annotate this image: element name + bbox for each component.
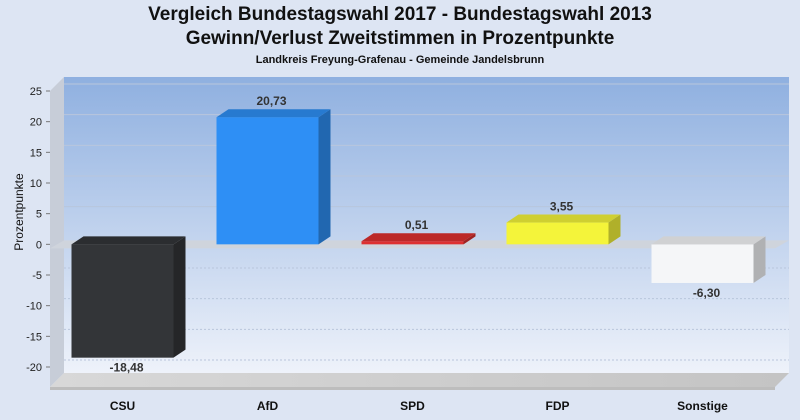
bar-top: [216, 109, 331, 118]
y-tick-label: 10: [30, 178, 42, 190]
bar-side: [463, 233, 476, 245]
bar-top: [506, 214, 621, 223]
y-tick-label: -20: [26, 362, 42, 374]
y-tick-label: 20: [30, 117, 42, 129]
y-tick-label: 0: [36, 239, 42, 251]
y-tick-label: 25: [30, 86, 42, 98]
plot-floor-edge: [50, 387, 775, 390]
x-category-label: SPD: [400, 399, 425, 413]
y-tick-label: -10: [26, 301, 42, 313]
bar-side: [608, 214, 621, 245]
bar-top: [361, 233, 476, 242]
x-category-label: AfD: [257, 399, 279, 413]
bar-afd: [216, 109, 331, 245]
data-label: -6,30: [693, 286, 721, 300]
x-category-label: FDP: [546, 399, 570, 413]
bar-csu: [71, 236, 186, 358]
y-tick-label: 15: [30, 147, 42, 159]
chart-title-line1: Vergleich Bundestagswahl 2017 - Bundesta…: [148, 4, 652, 25]
plot-floor: [50, 373, 789, 387]
bar-top: [651, 236, 766, 245]
bar-side: [318, 109, 331, 245]
bar-fdp: [506, 214, 621, 245]
y-tick-label: -5: [32, 270, 42, 282]
bar-side: [753, 236, 766, 283]
bar-front: [651, 244, 754, 283]
x-category-label: Sonstige: [677, 399, 728, 413]
data-label: 0,51: [405, 218, 429, 232]
bar-front: [506, 222, 609, 245]
bar-spd: [361, 233, 476, 245]
bar-front: [361, 241, 464, 245]
chart-title-line2: Gewinn/Verlust Zweitstimmen in Prozentpu…: [185, 28, 615, 49]
chart-subtitle: Landkreis Freyung-Grafenau - Gemeinde Ja…: [255, 54, 545, 66]
data-label: -18,48: [109, 361, 143, 375]
data-label: 3,55: [550, 200, 574, 214]
data-label: 20,73: [256, 94, 286, 108]
bar-front: [216, 117, 319, 245]
bar-side: [173, 236, 186, 358]
plot-side-wall: [50, 77, 64, 387]
bar-sonstige: [651, 236, 766, 283]
y-tick-label: 5: [36, 209, 42, 221]
bar-top: [71, 236, 186, 245]
x-category-label: CSU: [110, 399, 135, 413]
bar-front: [71, 244, 174, 358]
y-tick-label: -15: [26, 331, 42, 343]
